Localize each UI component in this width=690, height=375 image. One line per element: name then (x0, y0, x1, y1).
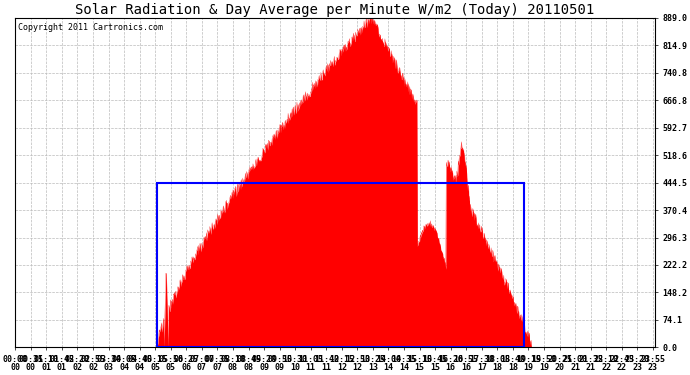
Bar (157, 183, 524, 347)
Text: Copyright 2011 Cartronics.com: Copyright 2011 Cartronics.com (19, 23, 164, 32)
Title: Solar Radiation & Day Average per Minute W/m2 (Today) 20110501: Solar Radiation & Day Average per Minute… (75, 3, 595, 17)
